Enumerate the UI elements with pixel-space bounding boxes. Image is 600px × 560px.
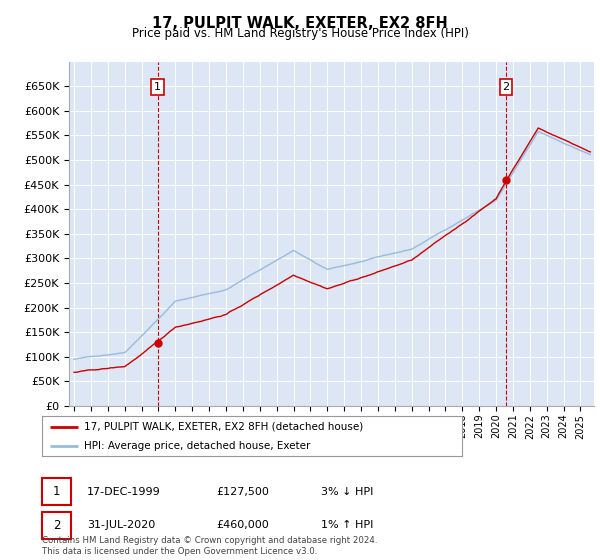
Text: £127,500: £127,500 bbox=[216, 487, 269, 497]
Text: Contains HM Land Registry data © Crown copyright and database right 2024.
This d: Contains HM Land Registry data © Crown c… bbox=[42, 536, 377, 556]
Text: HPI: Average price, detached house, Exeter: HPI: Average price, detached house, Exet… bbox=[84, 441, 310, 450]
Text: 1: 1 bbox=[154, 82, 161, 92]
Text: £460,000: £460,000 bbox=[216, 520, 269, 530]
Text: 1: 1 bbox=[53, 485, 60, 498]
Text: Price paid vs. HM Land Registry's House Price Index (HPI): Price paid vs. HM Land Registry's House … bbox=[131, 27, 469, 40]
Text: 31-JUL-2020: 31-JUL-2020 bbox=[87, 520, 155, 530]
Text: 3% ↓ HPI: 3% ↓ HPI bbox=[321, 487, 373, 497]
Text: 17, PULPIT WALK, EXETER, EX2 8FH (detached house): 17, PULPIT WALK, EXETER, EX2 8FH (detach… bbox=[84, 422, 363, 432]
Text: 1% ↑ HPI: 1% ↑ HPI bbox=[321, 520, 373, 530]
Point bbox=[501, 175, 511, 184]
Text: 2: 2 bbox=[53, 519, 60, 532]
Text: 17-DEC-1999: 17-DEC-1999 bbox=[87, 487, 161, 497]
Text: 17, PULPIT WALK, EXETER, EX2 8FH: 17, PULPIT WALK, EXETER, EX2 8FH bbox=[152, 16, 448, 31]
Point bbox=[153, 339, 163, 348]
Text: 2: 2 bbox=[502, 82, 509, 92]
